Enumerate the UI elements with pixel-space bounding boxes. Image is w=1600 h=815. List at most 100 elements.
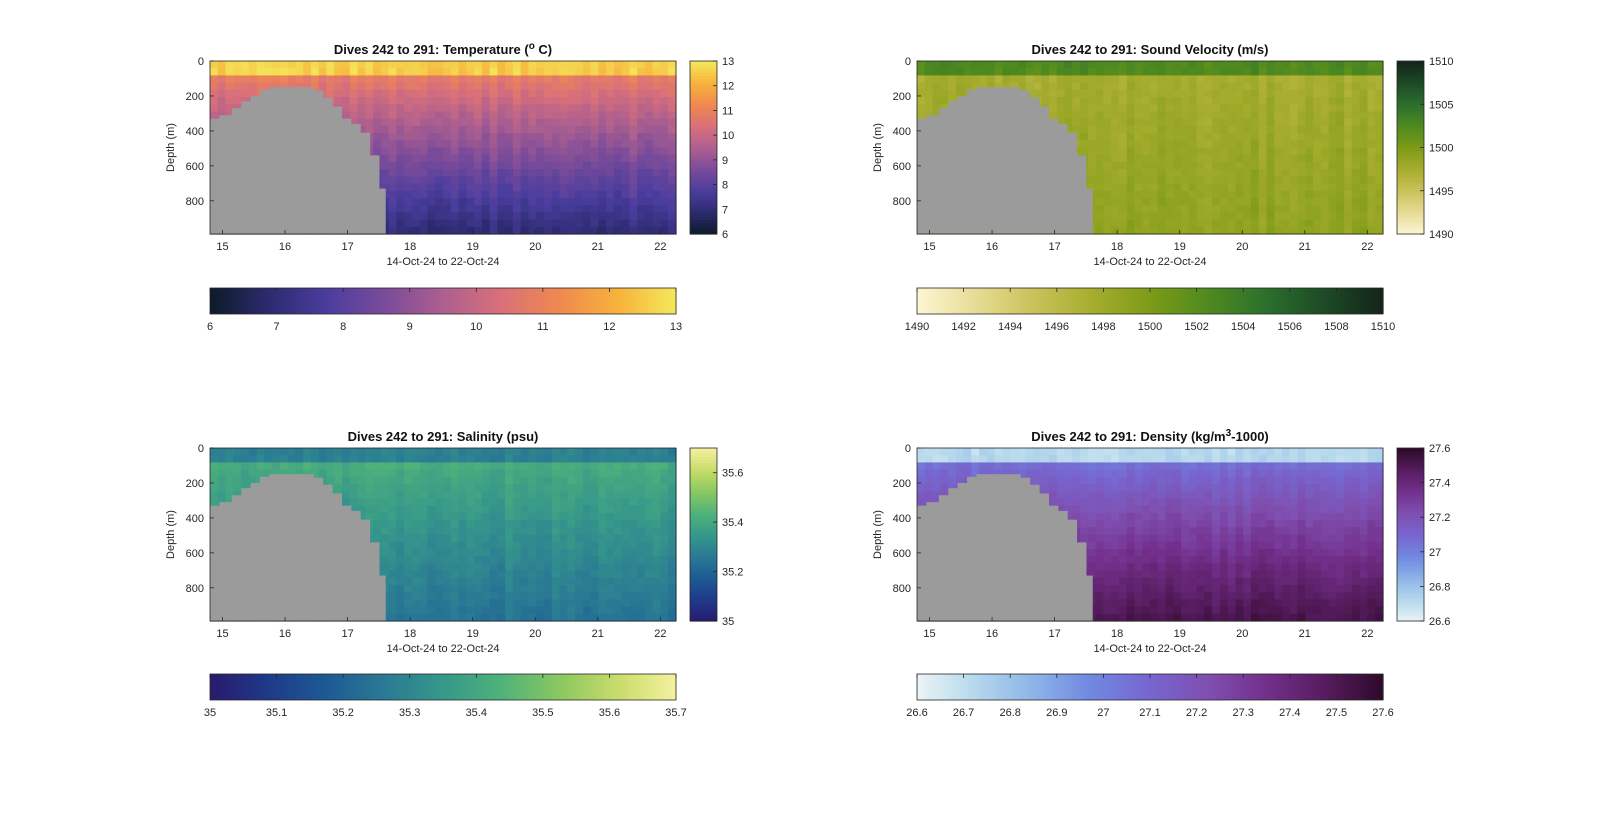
heatmap-cell	[1297, 82, 1306, 91]
heatmap-cell	[349, 82, 359, 91]
heatmap-cell	[1181, 68, 1190, 77]
heatmap-cell	[652, 491, 662, 500]
heatmap-cell	[520, 505, 530, 514]
heatmap-cell	[489, 505, 498, 514]
heatmap-cell	[1235, 154, 1244, 163]
horizontal-colorbar-segment	[334, 288, 339, 314]
heatmap-cell	[1118, 226, 1128, 235]
horizontal-colorbar-segment	[540, 288, 545, 314]
vertical-colorbar-segment	[1397, 147, 1424, 151]
heatmap-cell	[365, 89, 374, 98]
heatmap-cell	[1250, 97, 1260, 105]
heatmap-cell	[932, 68, 941, 77]
heatmap-cell	[419, 592, 429, 600]
heatmap-cell	[497, 154, 506, 163]
heatmap-cell	[1204, 89, 1213, 98]
heatmap-cell	[575, 118, 584, 127]
heatmap-cell	[1336, 147, 1345, 156]
heatmap-cell	[629, 219, 638, 228]
heatmap-cell	[1087, 82, 1097, 91]
heatmap-cell	[1049, 104, 1058, 113]
horizontal-colorbar-segment	[1285, 288, 1291, 314]
heatmap-cell	[1118, 154, 1128, 163]
horizontal-colorbar-segment	[1083, 288, 1089, 314]
heatmap-cell	[474, 226, 483, 235]
horizontal-colorbar-segment	[1188, 288, 1194, 314]
horizontal-colorbar-segment	[1169, 288, 1174, 314]
heatmap-cell	[582, 570, 592, 579]
heatmap-cell	[543, 556, 553, 564]
heatmap-cell	[435, 125, 444, 134]
heatmap-cell	[644, 219, 654, 228]
heatmap-cell	[435, 613, 444, 622]
heatmap-cell	[466, 133, 475, 141]
heatmap-cell	[1227, 154, 1237, 163]
horizontal-colorbar-segment	[1379, 288, 1384, 314]
heatmap-cell	[613, 491, 623, 500]
heatmap-cell	[1336, 197, 1345, 206]
heatmap-cell	[621, 498, 630, 507]
heatmap-cell	[567, 75, 576, 84]
heatmap-cell	[644, 476, 654, 485]
heatmap-cell	[396, 61, 405, 69]
heatmap-cell	[598, 68, 607, 77]
heatmap-cell	[1111, 190, 1120, 199]
heatmap-cell	[536, 520, 545, 528]
heatmap-cell	[1103, 118, 1112, 127]
heatmap-cell	[1235, 147, 1244, 156]
vertical-colorbar-segment	[1397, 130, 1424, 134]
heatmap-cell	[388, 147, 397, 156]
heatmap-cell	[388, 484, 397, 492]
heatmap-cell	[652, 205, 662, 213]
horizontal-colorbar-segment	[1064, 288, 1070, 314]
heatmap-cell	[1313, 82, 1322, 91]
heatmap-cell	[1103, 176, 1112, 185]
heatmap-cell	[303, 75, 312, 84]
heatmap-cell	[652, 476, 662, 485]
heatmap-cell	[388, 563, 397, 572]
heatmap-cell	[1056, 89, 1066, 98]
heatmap-cell	[450, 104, 460, 113]
seafloor-block	[945, 108, 949, 234]
heatmap-cell	[373, 491, 382, 500]
heatmap-cell	[629, 541, 638, 550]
heatmap-cell	[575, 541, 584, 550]
vertical-colorbar-segment	[690, 112, 717, 117]
heatmap-cell	[1056, 61, 1066, 69]
heatmap-cell	[598, 111, 607, 120]
heatmap-cell	[652, 133, 662, 141]
heatmap-cell	[443, 97, 452, 105]
heatmap-cell	[637, 197, 646, 206]
heatmap-cell	[590, 448, 599, 456]
heatmap-cell	[551, 448, 561, 456]
heatmap-cell	[1212, 118, 1221, 127]
heatmap-cell	[528, 462, 537, 471]
heatmap-cell	[613, 476, 623, 485]
heatmap-cell	[590, 133, 599, 141]
heatmap-cell	[497, 541, 506, 550]
heatmap-cell	[1375, 140, 1384, 149]
x-tick-label: 19	[467, 241, 479, 253]
heatmap-cell	[629, 161, 638, 170]
heatmap-cell	[505, 563, 514, 572]
heatmap-cell	[443, 520, 452, 528]
heatmap-cell	[590, 183, 599, 192]
seafloor-block	[366, 132, 371, 234]
heatmap-cell	[559, 498, 568, 507]
heatmap-cell	[1297, 183, 1306, 192]
heatmap-cell	[528, 570, 537, 579]
heatmap-cell	[1204, 219, 1213, 228]
horizontal-colorbar-segment	[1243, 288, 1248, 314]
horizontal-colorbar-tick-label: 1510	[1371, 321, 1395, 333]
heatmap-cell	[1157, 140, 1167, 149]
horizontal-colorbar-segment	[396, 288, 401, 314]
heatmap-cell	[668, 205, 677, 213]
heatmap-cell	[1344, 125, 1353, 134]
heatmap-cell	[1064, 125, 1073, 134]
heatmap-cell	[559, 512, 568, 521]
heatmap-cell	[466, 226, 475, 235]
heatmap-cell	[1274, 169, 1283, 177]
heatmap-cell	[411, 169, 421, 177]
heatmap-cell	[1274, 104, 1283, 113]
heatmap-cell	[536, 491, 545, 500]
